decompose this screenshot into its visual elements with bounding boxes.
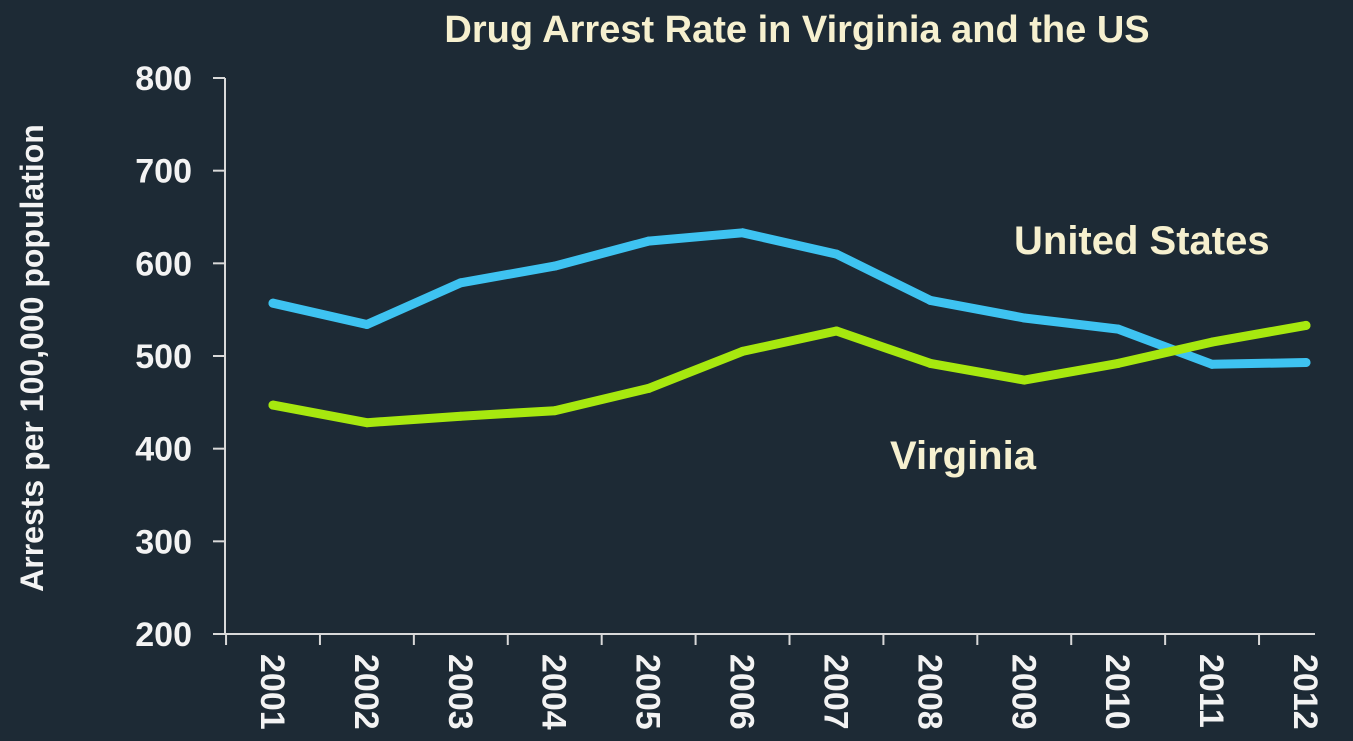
- data-point-virginia: [1113, 358, 1123, 368]
- series-label-united-states: United States: [1014, 219, 1270, 263]
- data-point-virginia: [738, 346, 748, 356]
- x-tick-label: 2004: [535, 654, 573, 730]
- data-point-virginia: [268, 400, 278, 410]
- data-point-united-states: [831, 249, 841, 259]
- x-tick-label: 2003: [441, 654, 479, 730]
- series-lines: [268, 228, 1311, 428]
- y-tick-label: 800: [135, 60, 192, 98]
- x-tick-label: 2012: [1286, 654, 1324, 730]
- data-point-united-states: [362, 319, 372, 329]
- x-tick-label: 2009: [1004, 654, 1042, 730]
- x-tick-label: 2005: [629, 654, 667, 730]
- data-point-virginia: [1019, 375, 1029, 385]
- axes: 200 300 400 500 600 700 800 2001 2002 2003 2004 200…: [135, 60, 1324, 730]
- data-point-united-states: [925, 295, 935, 305]
- y-tick-label: 200: [135, 616, 192, 654]
- data-point-virginia: [550, 406, 560, 416]
- x-tick-label: 2006: [723, 654, 761, 730]
- series-line-virginia: [268, 320, 1311, 428]
- data-point-virginia: [456, 411, 466, 421]
- data-point-united-states: [1113, 324, 1123, 334]
- series-line-united-states: [268, 228, 1311, 369]
- y-axis-title: Arrests per 100,000 population: [14, 124, 50, 592]
- data-point-virginia: [1301, 320, 1311, 330]
- data-point-united-states: [738, 228, 748, 238]
- data-point-virginia: [925, 358, 935, 368]
- chart-title: Drug Arrest Rate in Virginia and the US: [444, 9, 1149, 51]
- series-label-virginia: Virginia: [890, 434, 1037, 478]
- x-tick-label: 2011: [1192, 654, 1230, 728]
- data-point-united-states: [1301, 357, 1311, 367]
- data-point-virginia: [831, 326, 841, 336]
- data-point-virginia: [1207, 337, 1217, 347]
- data-point-united-states: [644, 236, 654, 246]
- y-tick-label: 300: [135, 523, 192, 561]
- x-tick-label: 2010: [1098, 654, 1136, 730]
- y-tick-label: 400: [135, 431, 192, 469]
- data-point-virginia: [644, 383, 654, 393]
- data-point-united-states: [1019, 313, 1029, 323]
- y-tick-label: 500: [135, 338, 192, 376]
- x-tick-label: 2002: [347, 654, 385, 730]
- x-tick-label: 2001: [253, 654, 291, 730]
- y-tick-label: 700: [135, 153, 192, 191]
- data-point-united-states: [1207, 359, 1217, 369]
- data-point-united-states: [268, 298, 278, 308]
- data-point-united-states: [456, 278, 466, 288]
- x-tick-label: 2007: [816, 654, 854, 730]
- x-tick-label: 2008: [910, 654, 948, 730]
- data-point-united-states: [550, 261, 560, 271]
- y-tick-label: 600: [135, 245, 192, 283]
- data-point-virginia: [362, 418, 372, 428]
